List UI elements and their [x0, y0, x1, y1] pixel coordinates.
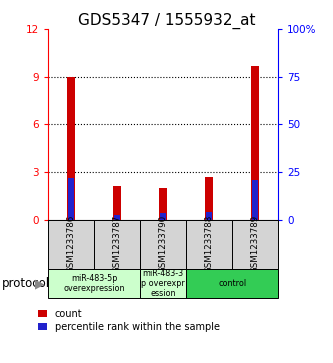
Bar	[140, 269, 186, 298]
Text: miR-483-3
p overexpr
ession: miR-483-3 p overexpr ession	[141, 269, 185, 298]
Text: control: control	[218, 279, 246, 288]
Bar	[186, 220, 232, 269]
Bar	[140, 220, 186, 269]
Text: ▶: ▶	[35, 277, 44, 290]
Bar	[67, 77, 75, 220]
Bar	[159, 188, 167, 220]
Legend: count, percentile rank within the sample: count, percentile rank within the sample	[38, 309, 220, 332]
Text: GSM1233786: GSM1233786	[67, 215, 76, 273]
Text: protocol: protocol	[2, 277, 50, 290]
Bar	[48, 220, 94, 269]
Bar	[205, 177, 213, 220]
Bar	[160, 213, 166, 220]
Bar	[206, 212, 212, 220]
Text: GDS5347 / 1555932_at: GDS5347 / 1555932_at	[78, 13, 255, 29]
Bar	[113, 186, 121, 220]
Bar	[186, 269, 278, 298]
Bar	[232, 220, 278, 269]
Bar	[94, 220, 140, 269]
Text: GSM1233788: GSM1233788	[204, 215, 214, 273]
Bar	[48, 269, 140, 298]
Bar	[252, 180, 258, 220]
Bar	[251, 66, 259, 220]
Text: miR-483-5p
overexpression: miR-483-5p overexpression	[64, 274, 125, 293]
Bar	[68, 178, 75, 220]
Text: GSM1233790: GSM1233790	[159, 215, 168, 273]
Bar	[114, 215, 121, 220]
Text: GSM1233787: GSM1233787	[113, 215, 122, 273]
Text: GSM1233789: GSM1233789	[250, 215, 260, 273]
